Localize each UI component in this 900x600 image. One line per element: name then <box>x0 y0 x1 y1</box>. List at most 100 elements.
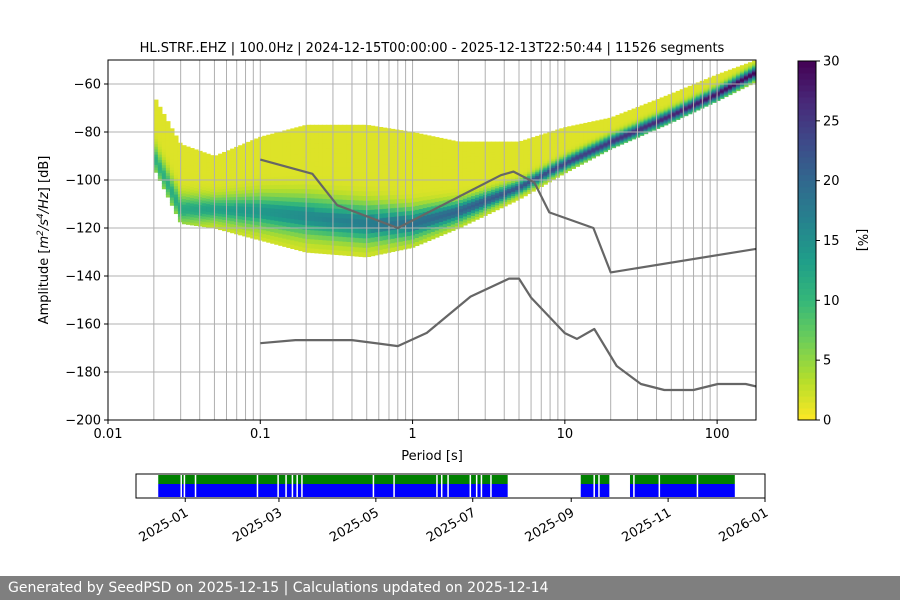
density-cell <box>222 219 227 223</box>
density-cell <box>563 144 568 148</box>
density-cell <box>543 151 548 154</box>
density-cell <box>206 195 211 199</box>
density-cell <box>671 94 677 97</box>
density-cell <box>691 103 697 106</box>
density-cell <box>551 137 556 141</box>
density-cell <box>274 136 279 142</box>
density-cell <box>591 132 597 135</box>
density-cell <box>671 111 677 113</box>
density-cell <box>474 149 480 154</box>
density-cell <box>410 201 416 207</box>
density-cell <box>202 221 207 225</box>
density-cell <box>611 133 617 135</box>
density-cell <box>446 212 452 217</box>
density-cell <box>643 118 649 121</box>
density-cell <box>595 141 601 144</box>
density-cell <box>374 172 380 178</box>
density-cell <box>390 211 396 217</box>
density-cell <box>346 138 352 145</box>
density-cell <box>382 190 388 196</box>
density-cell <box>559 139 564 143</box>
density-cell <box>531 185 536 188</box>
density-cell <box>623 117 629 119</box>
density-cell <box>306 215 311 221</box>
density-cell <box>210 214 215 218</box>
density-cell <box>358 124 364 131</box>
density-cell <box>198 185 203 190</box>
density-cell <box>189 164 195 168</box>
density-cell <box>226 214 231 218</box>
density-cell <box>595 153 601 156</box>
density-cell <box>663 104 669 106</box>
density-cell <box>226 205 231 209</box>
density-cell <box>374 222 380 228</box>
density-cell <box>370 186 376 192</box>
density-cell <box>599 151 605 154</box>
density-cell <box>495 144 500 148</box>
density-cell <box>173 155 179 159</box>
density-cell <box>382 145 388 151</box>
density-cell <box>619 135 625 137</box>
density-cell <box>362 223 368 229</box>
density-cell <box>479 147 484 151</box>
density-cell <box>410 210 416 215</box>
density-cell <box>310 147 316 153</box>
density-cell <box>515 154 520 157</box>
colorbar-cell <box>798 240 816 247</box>
density-cell <box>462 210 468 214</box>
density-cell <box>703 94 709 97</box>
density-cell <box>719 85 725 88</box>
density-cell <box>189 167 195 171</box>
density-cell <box>282 204 287 210</box>
density-cell <box>438 193 444 198</box>
density-cell <box>346 162 352 168</box>
density-cell <box>185 202 191 206</box>
density-cell <box>414 132 420 138</box>
availability-gap <box>633 475 635 497</box>
density-cell <box>161 127 167 131</box>
density-cell <box>735 68 741 70</box>
density-cell <box>246 175 251 180</box>
density-cell <box>651 111 657 113</box>
density-cell <box>262 162 267 167</box>
density-cell <box>519 165 524 169</box>
density-cell <box>559 129 564 133</box>
density-cell <box>643 124 649 126</box>
density-cell <box>414 173 420 178</box>
density-cell <box>631 117 637 119</box>
density-cell <box>334 226 340 232</box>
density-cell <box>358 143 364 149</box>
density-cell <box>723 95 729 98</box>
density-cell <box>286 171 291 177</box>
density-cell <box>671 96 677 99</box>
density-cell <box>350 246 356 252</box>
density-cell <box>683 96 689 99</box>
density-cell <box>438 151 444 156</box>
density-cell <box>751 71 756 74</box>
density-cell <box>286 192 291 198</box>
density-cell <box>382 185 388 191</box>
density-cell <box>615 140 621 143</box>
density-cell <box>731 78 737 81</box>
density-cell <box>230 166 235 171</box>
density-cell <box>222 216 227 220</box>
density-cell <box>466 150 472 154</box>
availability-gap <box>440 475 443 497</box>
density-cell <box>274 144 279 150</box>
density-cell <box>531 144 536 148</box>
density-cell <box>314 143 320 149</box>
density-cell <box>559 143 564 146</box>
density-cell <box>322 166 328 172</box>
density-cell <box>374 158 380 164</box>
density-cell <box>735 89 741 92</box>
density-cell <box>374 250 380 256</box>
density-cell <box>571 142 576 145</box>
density-cell <box>250 220 255 225</box>
density-cell <box>181 156 187 160</box>
density-cell <box>466 161 472 166</box>
density-cell <box>507 199 512 203</box>
density-cell <box>366 167 372 173</box>
density-cell <box>571 149 576 153</box>
density-cell <box>406 148 412 153</box>
density-cell <box>567 165 572 168</box>
